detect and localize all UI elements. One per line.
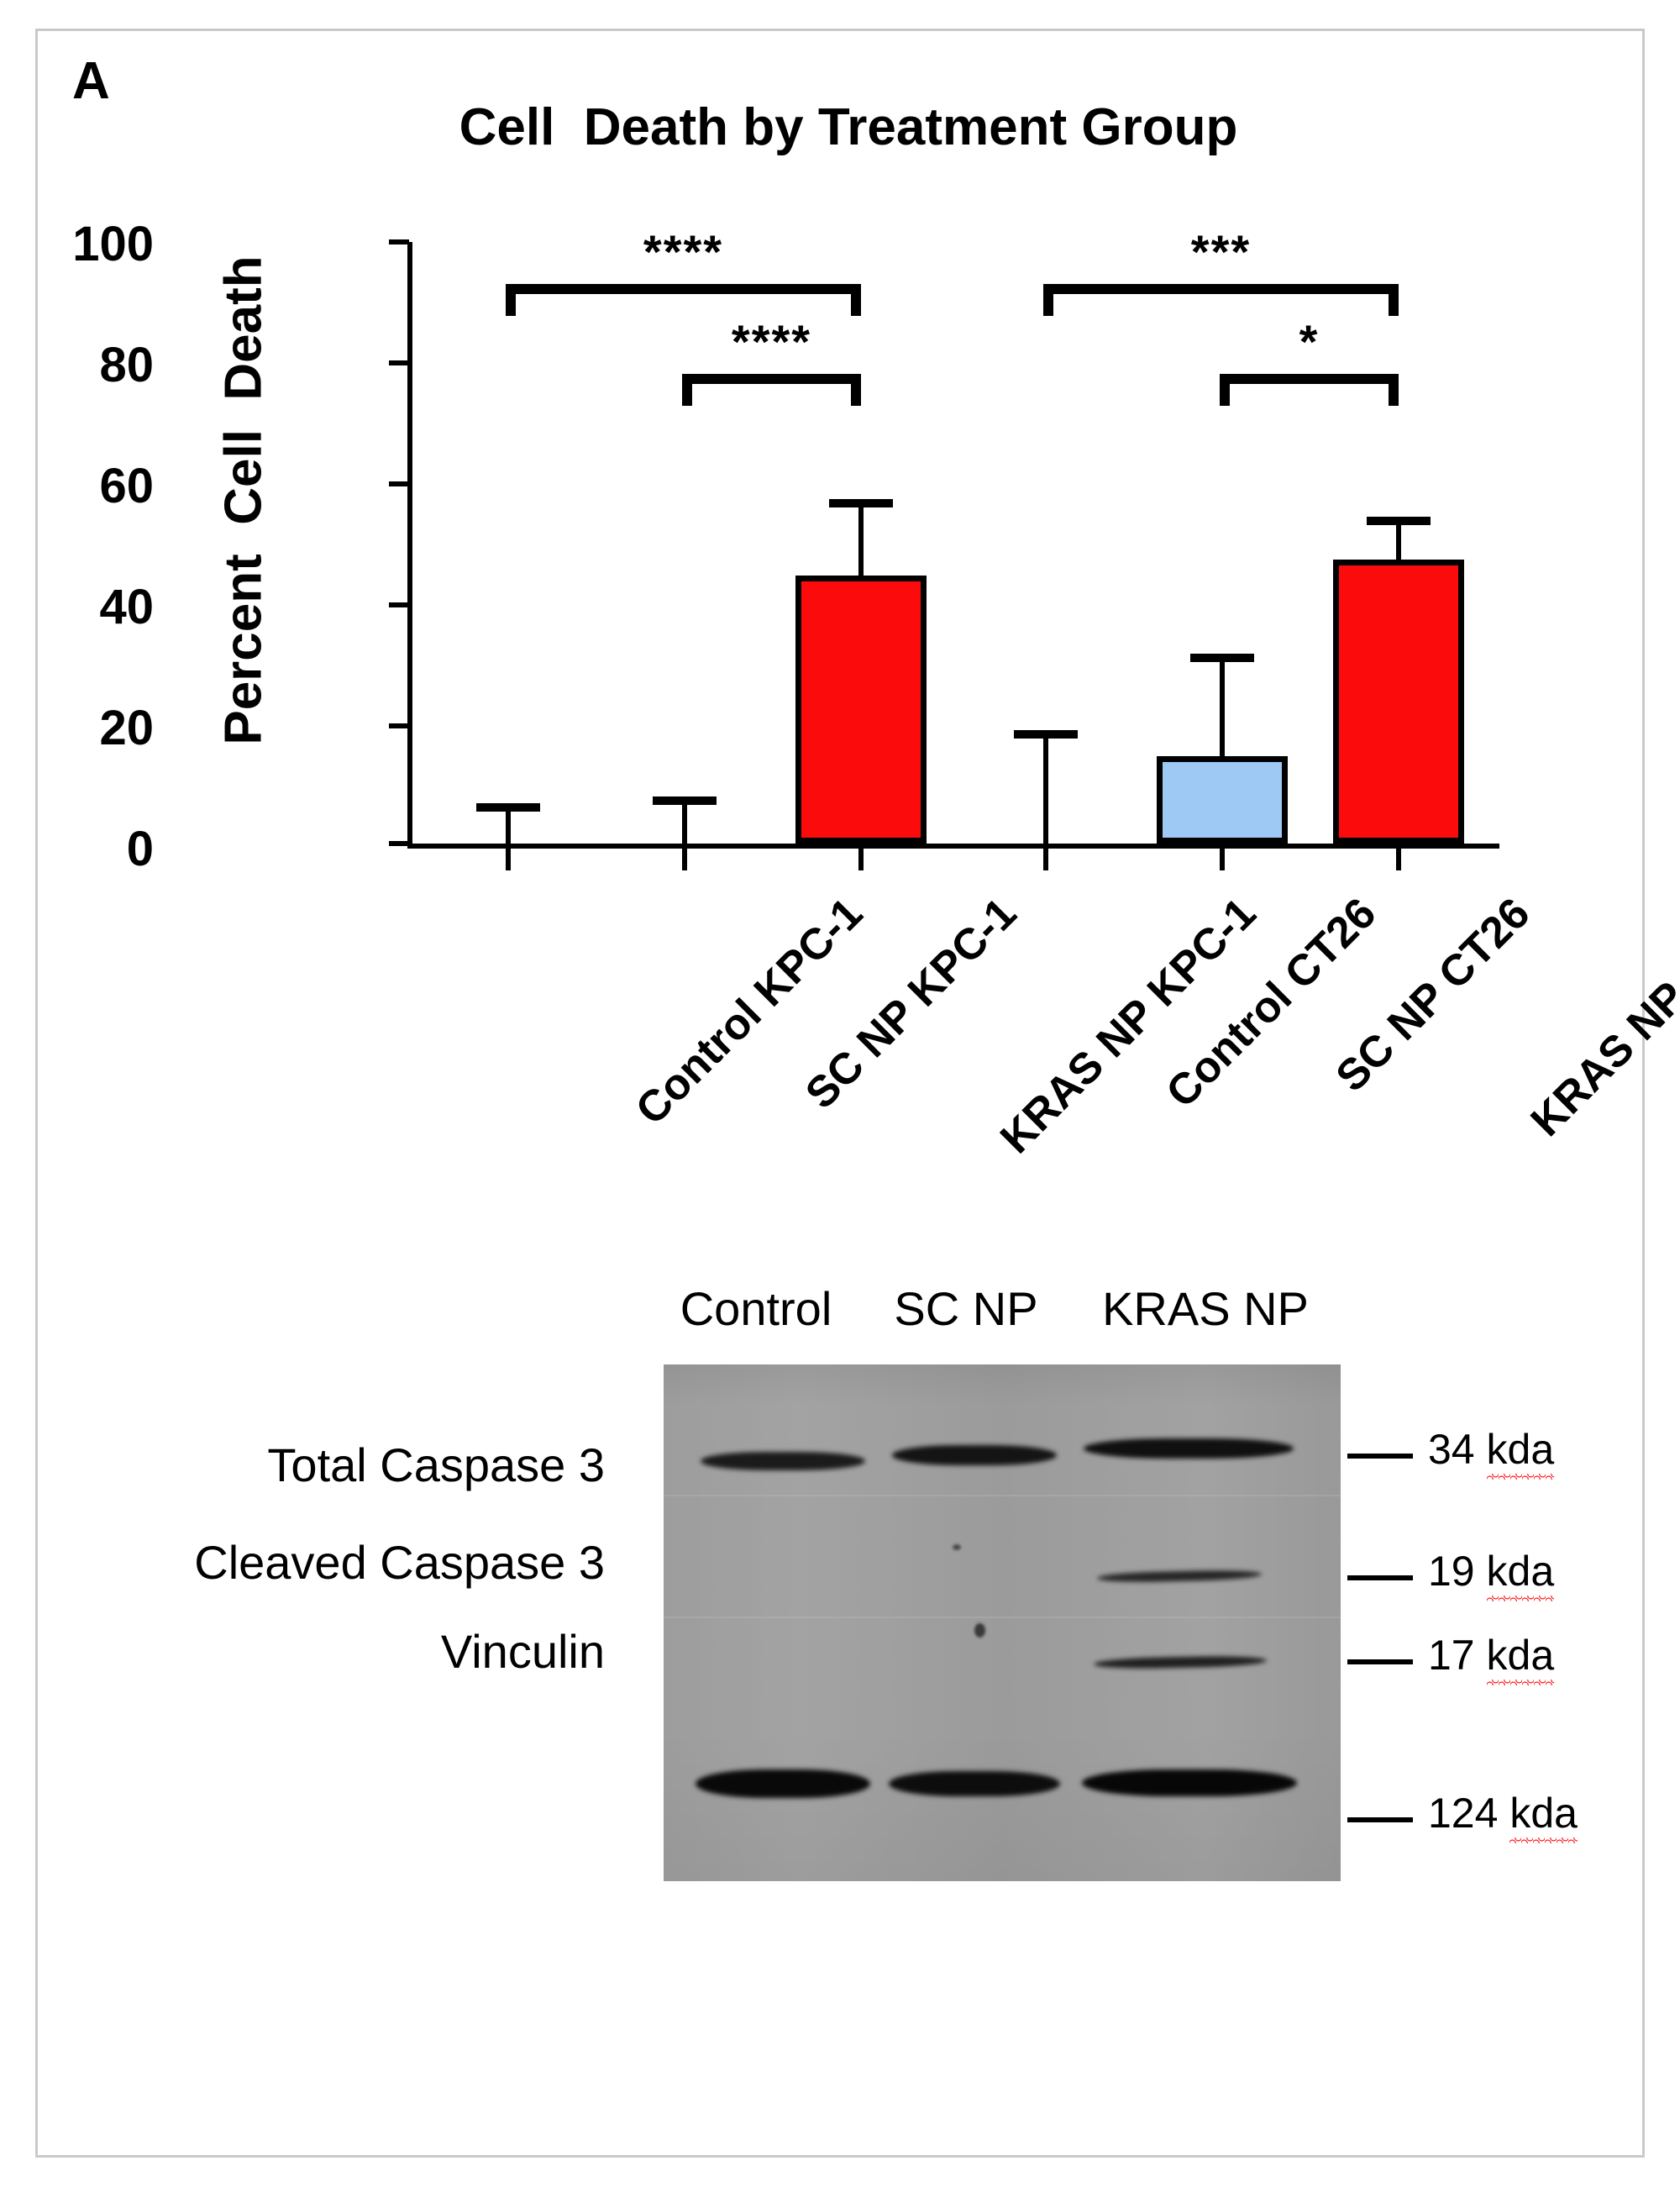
mw-label-17: 17 kda bbox=[1428, 1632, 1555, 1685]
y-tick-label-20: 20 bbox=[99, 701, 154, 755]
blot-membrane-image bbox=[664, 1364, 1341, 1881]
y-tick-label-0: 0 bbox=[126, 822, 154, 876]
x-tick-6 bbox=[1396, 849, 1401, 870]
mw-value-19: 19 bbox=[1428, 1548, 1475, 1595]
y-tick-label-40: 40 bbox=[99, 580, 154, 634]
figure-border bbox=[35, 29, 1645, 2158]
protein-label-vinculin: Vinculin bbox=[440, 1625, 605, 1678]
mw-unit-34: kda bbox=[1486, 1426, 1555, 1480]
x-tick-1 bbox=[506, 849, 511, 870]
error-bar-cap-6 bbox=[1367, 517, 1431, 525]
chart-title: Cell Death by Treatment Group bbox=[459, 98, 1238, 156]
y-tick-40 bbox=[389, 602, 409, 607]
mw-leader-17 bbox=[1347, 1659, 1413, 1664]
sig-stars-ct26-control-vs-kras: *** bbox=[1190, 225, 1252, 278]
y-tick-label-100: 100 bbox=[72, 217, 154, 271]
mw-leader-124 bbox=[1347, 1817, 1413, 1822]
error-bar-cap-4 bbox=[1014, 730, 1078, 739]
plot-area: **** **** *** * bbox=[389, 229, 1499, 870]
y-tick-0 bbox=[389, 841, 409, 846]
mw-label-19: 19 kda bbox=[1428, 1548, 1555, 1601]
x-label-kras-np-ct26: KRAS NP CT26 bbox=[1521, 888, 1680, 1146]
band-total-caspase3-control bbox=[701, 1452, 865, 1470]
error-bar-stem-1 bbox=[506, 807, 511, 844]
x-tick-4 bbox=[1043, 849, 1048, 870]
y-tick-label-60: 60 bbox=[99, 459, 154, 513]
blot-seam-2 bbox=[664, 1617, 1341, 1618]
mw-unit-124: kda bbox=[1509, 1790, 1578, 1843]
mw-unit-19: kda bbox=[1486, 1548, 1555, 1601]
error-bar-cap-3 bbox=[829, 499, 893, 507]
mw-value-124: 124 bbox=[1428, 1790, 1499, 1837]
y-tick-label-80: 80 bbox=[99, 338, 154, 392]
panel-b-western-blot: B Control SC NP KRAS NP T bbox=[0, 1176, 1680, 2187]
lane-header-sc-np: SC NP bbox=[894, 1282, 1038, 1335]
bar-kras-np-ct26 bbox=[1333, 560, 1464, 844]
sig-stars-kpc1-scnp-vs-kras: **** bbox=[731, 315, 812, 368]
x-tick-2 bbox=[682, 849, 687, 870]
mw-label-124: 124 kda bbox=[1428, 1790, 1578, 1843]
band-total-caspase3-scnp bbox=[892, 1445, 1057, 1465]
error-bar-cap-2 bbox=[653, 796, 717, 805]
sig-bracket-ct26-control-vs-kras bbox=[1043, 284, 1399, 316]
sig-bracket-kpc1-control-vs-kras bbox=[506, 284, 861, 316]
mw-label-34: 34 kda bbox=[1428, 1426, 1555, 1480]
blot-speck-2 bbox=[974, 1623, 985, 1638]
blot-seam-1 bbox=[664, 1495, 1341, 1496]
x-axis-line bbox=[407, 844, 1499, 849]
band-vinculin-krasnp bbox=[1082, 1769, 1297, 1796]
mw-unit-17: kda bbox=[1486, 1632, 1555, 1685]
y-axis-label: Percent Cell Death bbox=[214, 255, 273, 745]
protein-label-cleaved-caspase3: Cleaved Caspase 3 bbox=[194, 1536, 605, 1589]
band-cleaved-caspase3-19kda-krasnp bbox=[1096, 1569, 1263, 1584]
y-tick-80 bbox=[389, 360, 409, 365]
band-total-caspase3-krasnp bbox=[1084, 1438, 1294, 1459]
panel-a-letter: A bbox=[72, 52, 110, 110]
error-bar-stem-4 bbox=[1043, 733, 1048, 844]
sig-stars-kpc1-control-vs-kras: **** bbox=[643, 225, 724, 278]
mw-value-34: 34 bbox=[1428, 1426, 1475, 1473]
protein-label-total-caspase3: Total Caspase 3 bbox=[267, 1438, 605, 1491]
error-bar-cap-5 bbox=[1190, 654, 1254, 662]
bar-kras-np-kpc1 bbox=[795, 576, 927, 844]
y-axis-line bbox=[407, 242, 412, 846]
panel-a-bar-chart: A Cell Death by Treatment Group Percent … bbox=[72, 52, 1680, 1164]
mw-value-17: 17 bbox=[1428, 1632, 1475, 1679]
mw-leader-19 bbox=[1347, 1575, 1413, 1580]
error-bar-stem-5 bbox=[1220, 657, 1225, 756]
y-tick-100 bbox=[389, 239, 409, 244]
error-bar-stem-3 bbox=[858, 502, 864, 576]
error-bar-stem-2 bbox=[682, 800, 687, 844]
mw-leader-34 bbox=[1347, 1454, 1413, 1459]
x-tick-3 bbox=[858, 849, 864, 870]
error-bar-stem-6 bbox=[1396, 520, 1401, 560]
band-cleaved-caspase3-17kda-krasnp bbox=[1093, 1654, 1268, 1670]
bar-sc-np-ct26 bbox=[1157, 756, 1288, 844]
lane-header-control: Control bbox=[680, 1282, 832, 1335]
band-vinculin-scnp bbox=[889, 1771, 1060, 1796]
y-tick-20 bbox=[389, 723, 409, 728]
y-tick-60 bbox=[389, 481, 409, 486]
blot-speck-1 bbox=[953, 1544, 961, 1550]
sig-bracket-ct26-scnp-vs-kras bbox=[1220, 374, 1399, 406]
error-bar-cap-1 bbox=[476, 803, 540, 812]
band-vinculin-control bbox=[696, 1769, 870, 1798]
x-tick-5 bbox=[1220, 849, 1225, 870]
sig-stars-ct26-scnp-vs-kras: * bbox=[1299, 315, 1320, 368]
sig-bracket-kpc1-scnp-vs-kras bbox=[682, 374, 861, 406]
lane-header-kras-np: KRAS NP bbox=[1102, 1282, 1309, 1335]
